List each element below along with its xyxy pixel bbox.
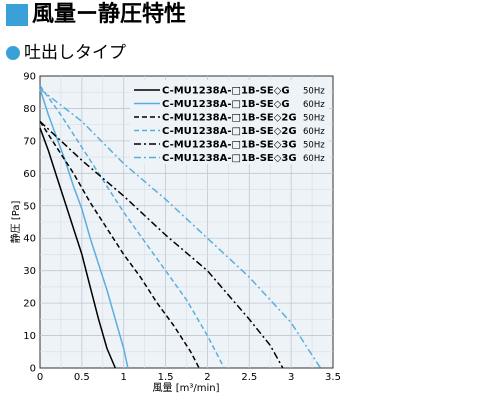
y-tick-label: 50 — [23, 201, 36, 212]
legend-label-2: C-MU1238A-□1B-SE◇G — [162, 99, 290, 110]
legend: C-MU1238A-□1B-SE◇G 50Hz C-MU1238A-□1B-SE◇G… — [130, 80, 329, 164]
y-tick-label: 40 — [23, 234, 36, 245]
x-tick-label: 2 — [204, 372, 210, 383]
x-tick-label: 3.5 — [325, 372, 341, 383]
y-tick-label: 60 — [23, 169, 36, 180]
legend-frequency-2: 60Hz — [303, 100, 325, 110]
x-axis-title: 風量 [m³/min] — [153, 382, 220, 394]
series-line-4 — [39, 85, 225, 369]
y-tick-label: 80 — [23, 104, 36, 115]
legend-frequency-3: 50Hz — [303, 114, 325, 124]
y-tick-label: 30 — [23, 266, 36, 277]
y-tick-label: 10 — [23, 331, 36, 342]
series-line-1 — [39, 127, 116, 369]
section-title: 吐出しタイプ — [24, 43, 126, 63]
x-tick-label: 1 — [121, 372, 127, 383]
legend-box — [130, 80, 329, 164]
legend-frequency-1: 50Hz — [303, 87, 325, 97]
legend-label-4: C-MU1238A-□1B-SE◇2G — [162, 126, 297, 137]
section-heading: 吐出しタイプ — [6, 44, 126, 62]
legend-frequency-6: 60Hz — [303, 154, 325, 164]
axis-ticks: 0 0.5 1 1.5 2 2.5 3 3.5 0 10 20 30 40 50 60 70 80 90 — [23, 72, 341, 384]
y-tick-label: 0 — [30, 364, 36, 375]
series-lines — [39, 85, 322, 369]
x-tick-label: 1.5 — [158, 372, 174, 383]
page-heading: 風量ー静圧特性 — [6, 4, 186, 26]
legend-label-5: C-MU1238A-□1B-SE◇3G — [162, 140, 297, 151]
legend-label-3: C-MU1238A-□1B-SE◇2G — [162, 113, 297, 124]
legend-frequency-5: 50Hz — [303, 141, 325, 151]
x-tick-label: 0 — [37, 372, 43, 383]
legend-frequency-4: 60Hz — [303, 127, 325, 137]
y-axis-title: 静圧 [Pa] — [9, 201, 22, 244]
series-line-3 — [39, 120, 200, 369]
legend-label-6: C-MU1238A-□1B-SE◇3G — [162, 153, 297, 164]
series-line-5 — [39, 120, 284, 369]
y-tick-label: 20 — [23, 299, 36, 310]
series-line-2 — [39, 88, 129, 369]
legend-label-1: C-MU1238A-□1B-SE◇G — [162, 86, 290, 97]
heading-square-icon — [6, 4, 28, 26]
y-tick-label: 90 — [23, 72, 36, 83]
x-tick-label: 3 — [288, 372, 294, 383]
x-tick-label: 0.5 — [74, 372, 90, 383]
x-tick-label: 2.5 — [241, 372, 257, 383]
page-title: 風量ー静圧特性 — [32, 2, 187, 27]
y-tick-label: 70 — [23, 136, 36, 147]
bullet-circle-icon — [6, 46, 20, 60]
series-line-6 — [39, 88, 322, 369]
